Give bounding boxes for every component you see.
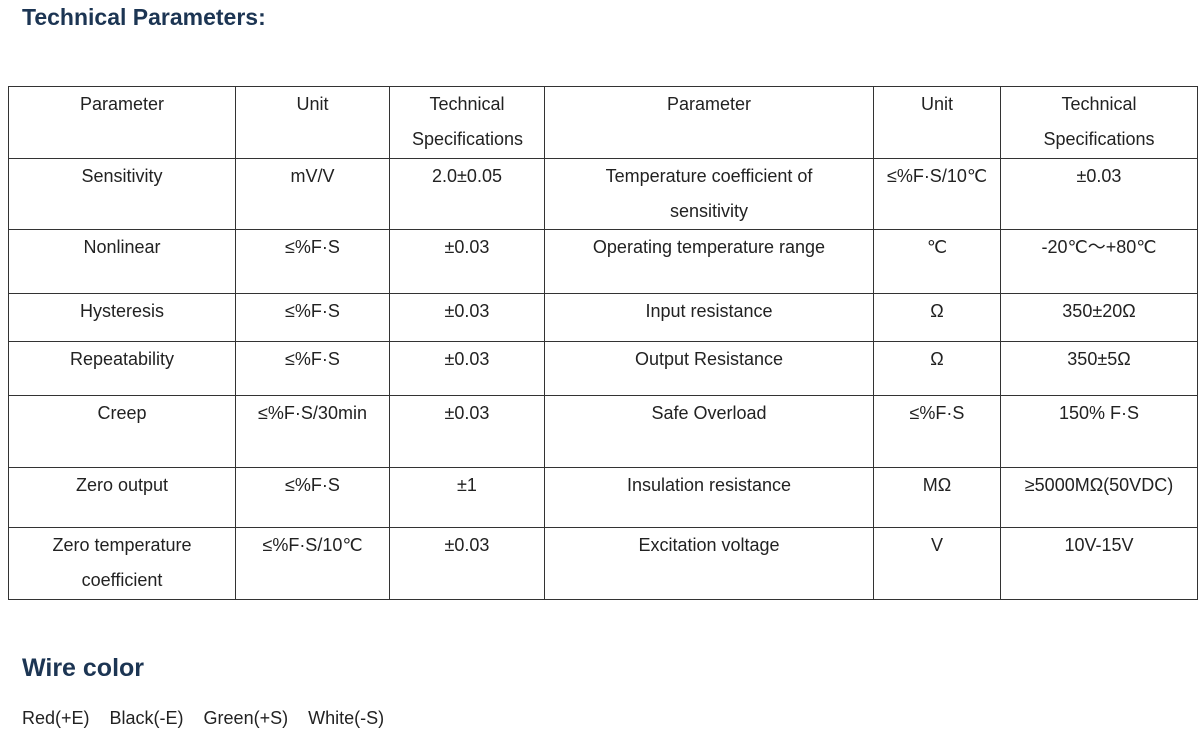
table-cell: Unit: [235, 86, 390, 159]
table-cell: ≤%F·S: [235, 467, 390, 528]
table-cell: Insulation resistance: [544, 467, 874, 528]
table-cell: mV/V: [235, 158, 390, 230]
table-cell: Ω: [873, 293, 1001, 342]
section-title: Technical Parameters:: [22, 4, 266, 30]
table-cell: 2.0±0.05: [389, 158, 545, 230]
table-cell: ±1: [389, 467, 545, 528]
table-cell: ±0.03: [389, 527, 545, 600]
table-cell: Parameter: [8, 86, 236, 159]
table-cell: -20℃～+80℃: [1000, 229, 1198, 294]
table-row: Zero temperature coefficient ≤%F·S/10℃ ±0.…: [8, 527, 1198, 600]
table-cell: Operating temperature range: [544, 229, 874, 294]
table-cell: Input resistance: [544, 293, 874, 342]
table-cell: ±0.03: [389, 341, 545, 396]
table-cell: Parameter: [544, 86, 874, 159]
table-cell: Nonlinear: [8, 229, 236, 294]
table-cell: ≤%F·S/30min: [235, 395, 390, 468]
table-cell: Technical Specifications: [1000, 86, 1198, 159]
wire-item: Black(-E): [109, 708, 184, 728]
table-cell: ±0.03: [389, 395, 545, 468]
table-cell: Hysteresis: [8, 293, 236, 342]
table-cell: Temperature coefficient of sensitivity: [544, 158, 874, 230]
section-title: Wire color: [22, 654, 145, 682]
table-cell: Zero output: [8, 467, 236, 528]
table-cell: Repeatability: [8, 341, 236, 396]
table-cell: ℃: [873, 229, 1001, 294]
table-cell: ≥5000MΩ(50VDC): [1000, 467, 1198, 528]
table-row: Creep ≤%F·S/30min ±0.03 Safe Overload ≤%F·S 1…: [8, 395, 1198, 468]
table-cell: ≤%F·S/10℃: [235, 527, 390, 600]
table-row: Parameter Unit Technical Specifications Par…: [8, 86, 1198, 159]
table-cell: ≤%F·S: [873, 395, 1001, 468]
table-cell: ≤%F·S: [235, 341, 390, 396]
table-cell: 350±20Ω: [1000, 293, 1198, 342]
wire-item: White(-S): [308, 708, 385, 728]
table-cell: Excitation voltage: [544, 527, 874, 600]
table-cell: Zero temperature coefficient: [8, 527, 236, 600]
table-row: Hysteresis ≤%F·S ±0.03 Input resistance Ω 350…: [8, 293, 1198, 342]
table-cell: ±0.03: [1000, 158, 1198, 230]
table-cell: ±0.03: [389, 293, 545, 342]
table-cell: Ω: [873, 341, 1001, 396]
table-cell: Technical Specifications: [389, 86, 545, 159]
table-cell: 350±5Ω: [1000, 341, 1198, 396]
table-cell: 10V-15V: [1000, 527, 1198, 600]
table-cell: ≤%F·S: [235, 293, 390, 342]
table-row: Nonlinear ≤%F·S ±0.03 Operating temperature…: [8, 229, 1198, 294]
table-cell: Sensitivity: [8, 158, 236, 230]
table-cell: Output Resistance: [544, 341, 874, 396]
table-cell: V: [873, 527, 1001, 600]
table-cell: Safe Overload: [544, 395, 874, 468]
table-cell: ±0.03: [389, 229, 545, 294]
table-cell: MΩ: [873, 467, 1001, 528]
table-row: Zero output ≤%F·S ±1 Insulation resistance M…: [8, 467, 1198, 528]
table-cell: Unit: [873, 86, 1001, 159]
table-row: Repeatability ≤%F·S ±0.03 Output Resistance…: [8, 341, 1198, 396]
wire-item: Green(+S): [203, 708, 289, 728]
wire-item: Red(+E): [22, 708, 90, 728]
table-cell: 150% F·S: [1000, 395, 1198, 468]
table-cell: ≤%F·S/10℃: [873, 158, 1001, 230]
table-cell: Creep: [8, 395, 236, 468]
table-row: Sensitivity mV/V 2.0±0.05 Temperature coeff…: [8, 158, 1198, 230]
wire-list: Red(+E) Black(-E) Green(+S) White(-S): [22, 708, 404, 729]
table-cell: ≤%F·S: [235, 229, 390, 294]
parameter-table: Parameter Unit Technical Specifications Par…: [8, 86, 1198, 600]
